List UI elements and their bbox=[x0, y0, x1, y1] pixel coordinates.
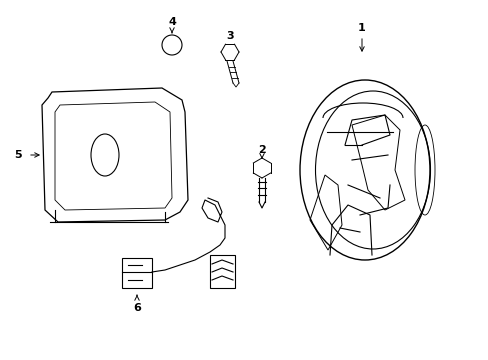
Text: 3: 3 bbox=[226, 31, 233, 41]
Text: 5: 5 bbox=[14, 150, 22, 160]
Text: 1: 1 bbox=[357, 23, 365, 33]
Text: 6: 6 bbox=[133, 303, 141, 313]
Text: 2: 2 bbox=[258, 145, 265, 155]
Text: 4: 4 bbox=[168, 17, 176, 27]
